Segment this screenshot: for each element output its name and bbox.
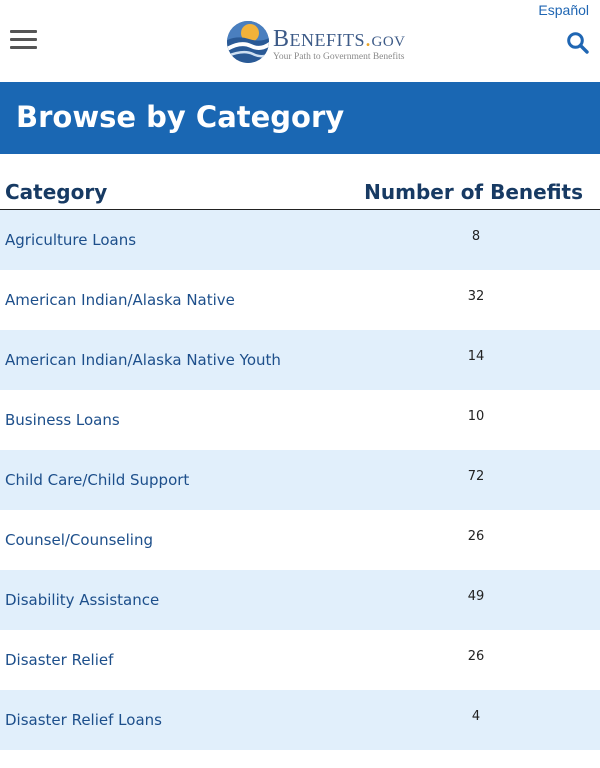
category-link[interactable]: Business Loans	[5, 411, 120, 429]
logo-name-prefix: B	[273, 26, 290, 52]
category-link[interactable]: Disaster Relief Loans	[5, 711, 162, 729]
table-row: Counsel/Counseling 26	[0, 510, 600, 570]
benefit-count: 10	[467, 409, 485, 424]
category-link[interactable]: Disability Assistance	[5, 591, 160, 609]
menu-bar-top	[10, 30, 37, 33]
menu-bar-bottom	[10, 46, 37, 49]
site-header: BENEFITS.GOV Your Path to Government Ben…	[0, 0, 600, 82]
column-header-count: Number of Benefits	[364, 180, 583, 204]
category-link[interactable]: American Indian/Alaska Native Youth	[5, 351, 281, 369]
table-row: Agriculture Loans 8	[0, 210, 600, 270]
benefit-count: 26	[467, 649, 485, 664]
benefit-count: 32	[467, 289, 485, 304]
search-icon[interactable]	[566, 31, 589, 54]
column-header-category: Category	[5, 180, 108, 204]
logo-name-main: ENEFITS	[289, 30, 366, 50]
table-row: American Indian/Alaska Native 32	[0, 270, 600, 330]
benefit-count: 72	[467, 469, 485, 484]
category-table: Agriculture Loans 8 American Indian/Alas…	[0, 210, 600, 750]
logo-emblem-icon	[227, 21, 269, 63]
table-row: American Indian/Alaska Native Youth 14	[0, 330, 600, 390]
table-row: Business Loans 10	[0, 390, 600, 450]
logo-name-dot: .	[365, 26, 372, 52]
benefit-count: 49	[467, 589, 485, 604]
logo-wordmark: BENEFITS.GOV	[273, 26, 406, 55]
menu-bar-middle	[10, 38, 37, 41]
category-link[interactable]: Counsel/Counseling	[5, 531, 154, 549]
espanol-language-link[interactable]: Español	[538, 2, 589, 18]
benefit-count: 14	[467, 349, 485, 364]
benefit-count: 8	[471, 229, 481, 244]
category-link[interactable]: American Indian/Alaska Native	[5, 291, 235, 309]
benefit-count: 4	[471, 709, 481, 724]
category-link[interactable]: Disaster Relief	[5, 651, 114, 669]
category-link[interactable]: Child Care/Child Support	[5, 471, 190, 489]
category-link[interactable]: Agriculture Loans	[5, 231, 137, 249]
logo-name-suffix: GOV	[371, 34, 406, 50]
table-header: Category Number of Benefits	[0, 154, 600, 210]
table-row: Disaster Relief 26	[0, 630, 600, 690]
page-title: Browse by Category	[16, 100, 345, 134]
hamburger-menu-icon[interactable]	[10, 30, 37, 50]
table-row: Child Care/Child Support 72	[0, 450, 600, 510]
benefits-gov-logo[interactable]: BENEFITS.GOV Your Path to Government Ben…	[225, 19, 410, 65]
logo-tagline: Your Path to Government Benefits	[273, 52, 405, 62]
table-row: Disability Assistance 49	[0, 570, 600, 630]
benefit-count: 26	[467, 529, 485, 544]
page-banner: Browse by Category	[0, 82, 600, 154]
table-row: Disaster Relief Loans 4	[0, 690, 600, 750]
